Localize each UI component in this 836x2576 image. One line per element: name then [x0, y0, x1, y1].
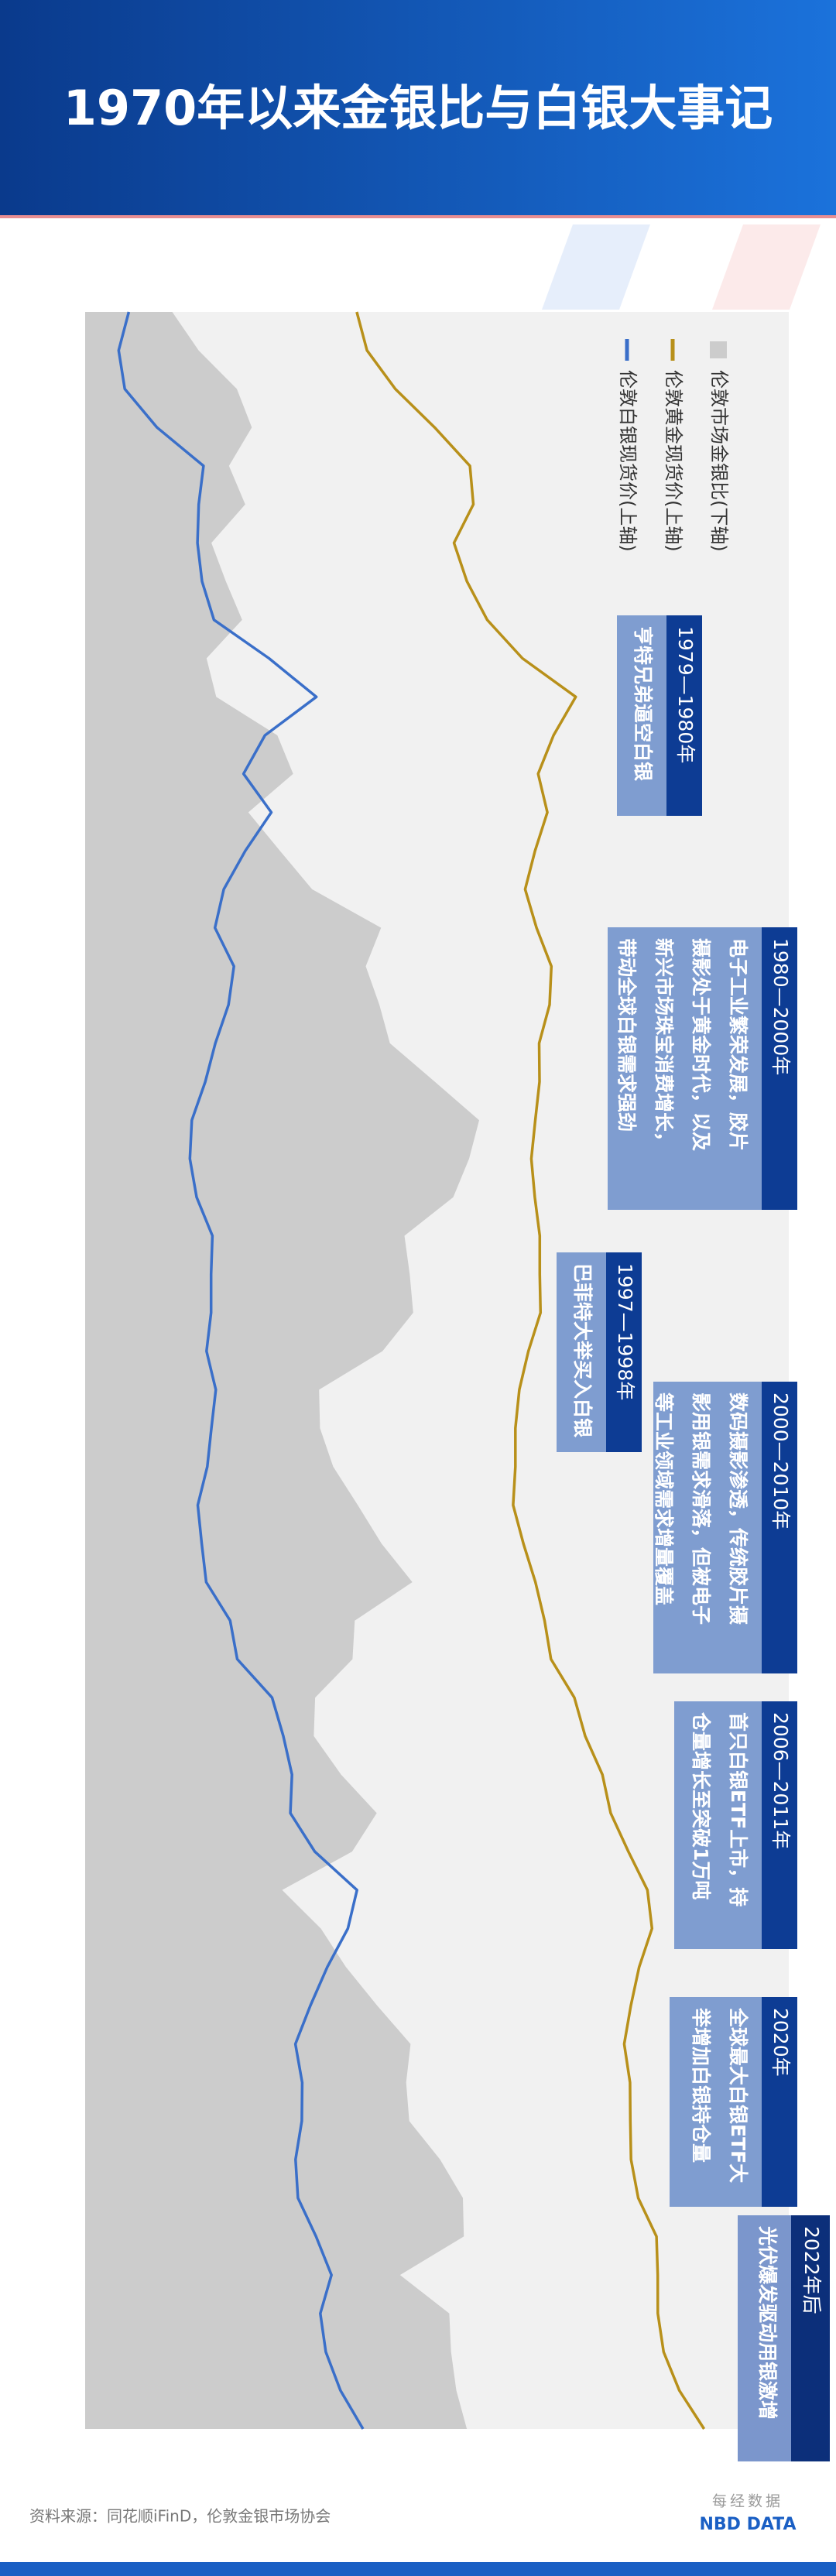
- annotation-header: [762, 1997, 797, 2207]
- source: 资料来源：同花顺iFinD，伦敦金银市场协会: [29, 2507, 331, 2526]
- decoration: [712, 224, 821, 310]
- annotation-header: [791, 2215, 830, 2461]
- annotation-text: 亨特兄弟逼空白银: [632, 626, 654, 782]
- ratio-area: [85, 312, 479, 2429]
- annotation-title: 1979—1980年: [674, 626, 697, 763]
- annotation-title: 2006—2011年: [769, 1712, 792, 1849]
- annotation-header: [606, 1252, 642, 1452]
- annotation-title: 2022年后: [800, 2226, 823, 2314]
- annotation-text: 首只白银ETF上市，持: [727, 1712, 749, 1906]
- price-line: [355, 311, 706, 2430]
- price-line: [117, 311, 365, 2430]
- annotation-text: 仓量增长至突破1万吨: [690, 1711, 712, 1899]
- header-rule: [0, 215, 836, 218]
- annotation-text: 电子工业繁荣发展，胶片: [727, 938, 749, 1151]
- annotation-text: 等工业领域需求增量覆盖: [653, 1392, 675, 1605]
- annotation-text: 带动全球白银需求强劲: [615, 938, 638, 1132]
- annotation-title: 2000—2010年: [769, 1392, 792, 1530]
- decoration: [542, 224, 650, 310]
- annotation-title: 1980—2000年: [769, 938, 792, 1075]
- annotation-text: 全球最大白银ETF大: [727, 2007, 749, 2183]
- annotation-text: 数码摄影渗透，传统胶片摄: [727, 1392, 749, 1625]
- annotation-header: [762, 927, 797, 1210]
- annotation-text: 举增加白银持仓量: [690, 2007, 712, 2163]
- annotation-title: 2020年: [769, 2008, 792, 2077]
- annotation-text: 光伏爆发驱动用银激增: [756, 2225, 779, 2420]
- annotation-header: [762, 1701, 797, 1949]
- legend-label: 伦敦黄金现货价(上轴): [663, 370, 684, 552]
- annotation-title: 1997—1998年: [614, 1263, 636, 1400]
- annotation-header: [666, 615, 702, 816]
- logo-cn: 每经数据: [712, 2493, 783, 2510]
- annotation-text: 摄影处于黄金时代，以及: [690, 938, 712, 1151]
- legend-label: 伦敦市场金银比(下轴): [708, 370, 730, 552]
- legend-label: 伦敦白银现货价(上轴): [617, 370, 639, 552]
- annotation-text: 巴菲特大举买入白银: [571, 1263, 594, 1438]
- footer-bar: [0, 2562, 836, 2576]
- legend-swatch: [710, 341, 727, 358]
- logo-en: NBD DATA: [699, 2515, 796, 2534]
- annotation-text: 影用银需求滑落，但被电子: [690, 1392, 712, 1625]
- header-bg: [0, 0, 836, 215]
- annotation-text: 新兴市场珠宝消费增长，: [653, 938, 675, 1151]
- annotation-header: [762, 1382, 797, 1673]
- chart-title: 1970年以来金银比与白银大事记: [63, 80, 773, 136]
